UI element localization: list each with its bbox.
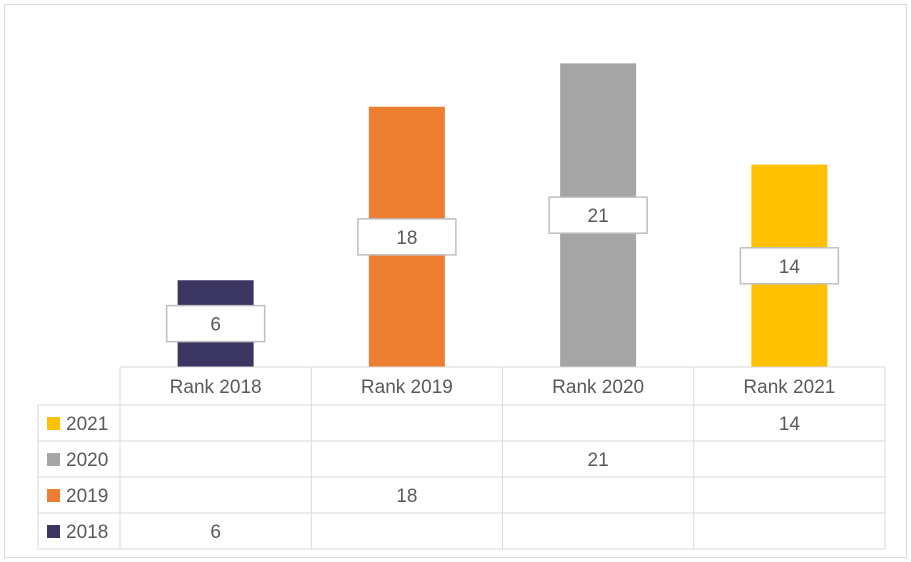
- legend-label-2020: 2020: [66, 450, 108, 471]
- legend-label-2021: 2021: [66, 414, 108, 435]
- table-value: 6: [210, 522, 221, 543]
- table-value: 14: [779, 414, 801, 435]
- data-label-box-2019: [357, 218, 457, 256]
- table-value: 18: [396, 486, 417, 507]
- category-label: Rank 2020: [552, 377, 644, 398]
- data-label-2018: 6: [210, 315, 221, 336]
- table-value: 21: [588, 450, 609, 471]
- data-label-box-2018: [165, 304, 266, 343]
- data-label-box-2021: [739, 247, 840, 285]
- legend-label-2018: 2018: [66, 522, 108, 543]
- data-label-2020: 21: [588, 206, 609, 227]
- legend-key-2019: [47, 489, 60, 502]
- data-label-2019: 18: [396, 228, 417, 249]
- category-label: Rank 2021: [743, 377, 835, 398]
- data-label-box-2020: [548, 196, 648, 234]
- legend-key-2020: [47, 453, 60, 466]
- legend-key-2018: [47, 525, 60, 538]
- category-label: Rank 2019: [361, 377, 453, 398]
- legend-label-2019: 2019: [66, 486, 108, 507]
- legend-key-2021: [47, 417, 60, 430]
- category-label: Rank 2018: [170, 377, 262, 398]
- data-label-2021: 14: [779, 257, 801, 278]
